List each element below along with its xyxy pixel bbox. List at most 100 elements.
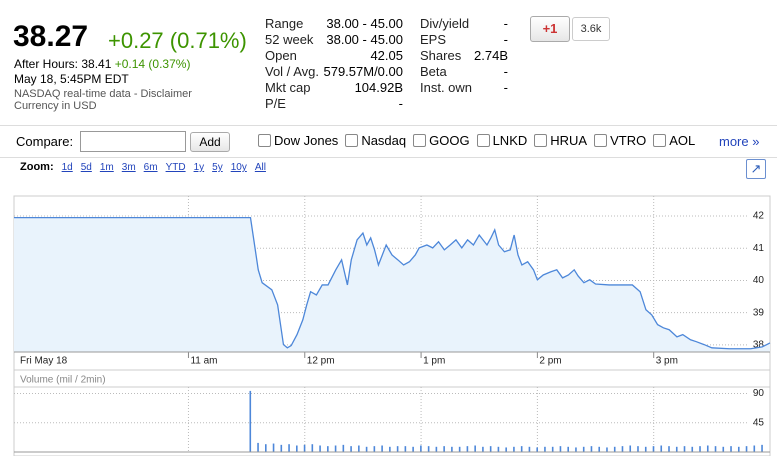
volume-bar <box>497 446 500 452</box>
stat-value: - <box>503 80 508 95</box>
stat-value: 2.74B <box>474 48 508 63</box>
volume-bar <box>296 445 298 452</box>
volume-bar <box>706 445 709 452</box>
compare-checkbox[interactable]: Nasdaq <box>345 133 406 148</box>
stat-label: Vol / Avg. <box>265 64 319 79</box>
volume-bar <box>668 446 670 452</box>
zoom-options: 1d 5d 1m 3m 6m YTD 1y 5y 10y All <box>62 161 274 173</box>
volume-bar <box>342 444 345 452</box>
stat-label: Beta <box>420 64 447 79</box>
volume-bar <box>272 443 275 452</box>
volume-bar <box>528 446 531 452</box>
volume-bar <box>420 445 422 452</box>
checkbox[interactable] <box>413 134 427 147</box>
zoom-option[interactable]: 1d <box>61 162 73 173</box>
volume-bar <box>482 446 484 452</box>
volume-bar <box>288 444 290 452</box>
stat-label: P/E <box>265 96 286 111</box>
stat-value: - <box>398 96 403 111</box>
volume-bar <box>621 446 624 452</box>
price: 38.27 <box>13 20 89 53</box>
compare-checkbox[interactable]: HRUA <box>534 133 587 148</box>
zoom-option[interactable]: 5d <box>80 162 92 173</box>
compare-checkbox[interactable]: GOOG <box>413 133 470 148</box>
after-hours: After Hours: 38.41 +0.14 (0.37%) <box>14 57 190 71</box>
volume-bar <box>683 446 686 452</box>
compare-options: Dow Jones Nasdaq GOOG LNKD HRUA VTRO AOL <box>258 133 702 152</box>
disclaimer-link[interactable]: Disclaimer <box>140 88 192 100</box>
x-tick-label: 12 pm <box>307 356 335 367</box>
zoom-option[interactable]: 10y <box>230 162 247 173</box>
compare-option: HRUA <box>550 133 588 148</box>
zoom-option[interactable]: 1y <box>193 162 205 173</box>
volume-bar <box>520 446 523 452</box>
volume-bar <box>691 446 694 452</box>
zoom-option[interactable]: 1m <box>99 162 114 173</box>
volume-bar <box>737 446 740 452</box>
stat-value: 42.05 <box>370 48 403 63</box>
zoom-option[interactable]: All <box>254 162 266 173</box>
divider <box>0 125 777 126</box>
y-tick-label: 38 <box>753 340 765 351</box>
volume-bar <box>373 446 376 452</box>
volume-bar <box>714 446 717 452</box>
volume-bar <box>544 446 546 452</box>
volume-bar <box>567 446 569 452</box>
checkbox[interactable] <box>258 134 271 147</box>
stat-value: - <box>503 16 508 31</box>
zoom-option[interactable]: 3m <box>121 162 136 173</box>
volume-bar <box>249 390 252 452</box>
compare-checkbox[interactable]: VTRO <box>594 133 646 148</box>
compare-option: LNKD <box>492 133 528 148</box>
volume-bar <box>396 446 399 452</box>
volume-bar <box>722 446 725 452</box>
stat-label: EPS <box>420 32 447 47</box>
checkbox[interactable] <box>476 134 490 147</box>
volume-bar <box>474 445 476 452</box>
volume-bar <box>730 446 732 452</box>
compare-input[interactable] <box>80 131 186 152</box>
checkbox[interactable] <box>594 134 608 147</box>
stat-value: 579.57M/0.00 <box>323 64 403 79</box>
expand-icon[interactable]: ↗ <box>746 159 766 179</box>
plus-one-button[interactable]: +1 <box>530 16 570 42</box>
volume-bar <box>753 445 756 452</box>
add-button[interactable]: Add <box>190 132 230 152</box>
stat-label: Div/yield <box>420 16 470 31</box>
compare-checkbox[interactable]: Dow Jones <box>258 133 338 148</box>
more-link[interactable]: more » <box>719 134 760 149</box>
volume-bar <box>699 446 701 452</box>
zoom-option[interactable]: 5y <box>212 162 223 173</box>
volume-bar <box>303 444 306 452</box>
volume-bar <box>365 446 368 452</box>
y-tick-label: 40 <box>753 275 765 286</box>
zoom-option[interactable]: 6m <box>143 162 158 173</box>
volume-bar <box>466 446 469 452</box>
zoom-option[interactable]: YTD <box>165 162 186 173</box>
zoom-label: Zoom: <box>20 161 54 173</box>
checkbox[interactable] <box>534 134 548 147</box>
volume-bar <box>350 446 352 452</box>
volume-bar <box>327 446 329 452</box>
volume-bar <box>257 442 259 452</box>
volume-bar <box>629 445 632 452</box>
compare-checkbox[interactable]: LNKD <box>476 133 528 148</box>
stat-label: Inst. own <box>420 80 473 95</box>
zoom-bar: Zoom: 1d 5d 1m 3m 6m YTD 1y 5y 10y All <box>20 161 274 173</box>
volume-bar <box>598 446 601 452</box>
chart-title: Volume (mil / 2min) <box>20 375 106 386</box>
y-tick-label: 45 <box>753 417 765 428</box>
compare-checkbox[interactable]: AOL <box>653 133 695 148</box>
stat-value: - <box>503 64 508 79</box>
x-tick-label: 2 pm <box>539 356 561 367</box>
charts: Fri May 18 11 am 12 pm 1 pm 2 pm 3 pm 38 39 40 41… <box>13 195 771 456</box>
compare-option: AOL <box>669 133 696 148</box>
volume-bar <box>652 446 655 452</box>
volume-bar <box>280 444 283 452</box>
volume-bar <box>489 446 492 452</box>
volume-bar <box>745 446 748 452</box>
checkbox[interactable] <box>653 134 667 147</box>
volume-bar <box>458 446 461 452</box>
checkbox[interactable] <box>345 134 359 147</box>
volume-bar <box>613 446 616 452</box>
